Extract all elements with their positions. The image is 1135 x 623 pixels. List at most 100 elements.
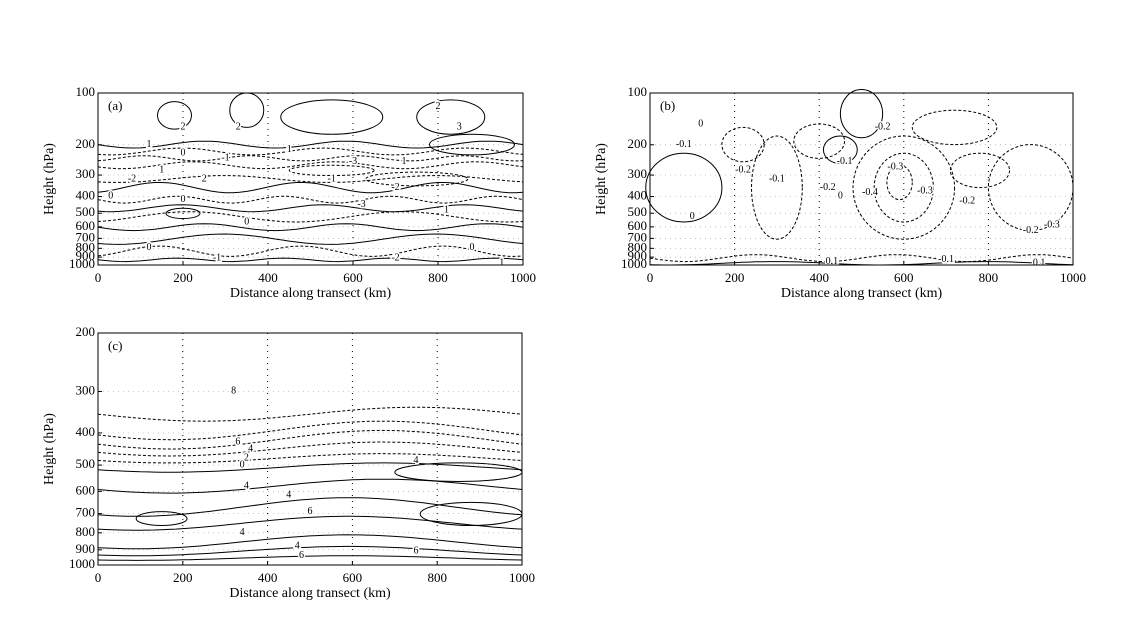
contour-label: 0 [181,194,186,205]
y-tick-label: 400 [76,424,96,439]
y-tick-label: 200 [76,136,96,151]
contour-label: 0 [698,118,703,129]
contour-label: -1 [221,153,229,164]
contour-label: 0 [690,211,695,222]
contour-label: -1 [328,173,336,184]
contour-line [793,123,846,159]
contour-label: 1 [287,144,292,155]
x-tick-label: 1000 [510,270,536,285]
contour-label: -3 [357,199,365,210]
contour-line [852,135,956,240]
contour-line [97,175,524,183]
contour-label: 6 [299,550,304,561]
contour-label: 1 [402,156,407,167]
contour-label: -0.2 [735,165,751,176]
contour-label: 3 [457,122,462,133]
contour-label: -0.1 [769,173,785,184]
contour-line [97,182,524,194]
contour-label: 2 [244,453,249,464]
contour-line [429,133,515,156]
contour-line [645,152,723,223]
y-axis-title: Height (hPa) [42,143,57,215]
x-tick-label: 400 [809,270,829,285]
y-tick-label: 800 [76,239,96,254]
contour-label: -0.3 [887,161,903,172]
contour-label: 1 [499,258,504,269]
x-tick-label: 400 [258,270,278,285]
y-tick-label: 900 [628,248,648,263]
contour-line [280,99,384,135]
x-tick-label: 800 [428,270,448,285]
contour-label: 6 [235,436,240,447]
x-axis-title: Distance along transect (km) [781,286,943,301]
contour-line [97,420,523,441]
contour-label: 1 [147,139,152,150]
x-tick-label: 200 [173,570,193,585]
contour-label: -0.1 [676,139,692,150]
contour-line [365,171,469,187]
contour-line [97,453,523,464]
y-tick-label: 900 [76,541,96,556]
contour-label: 2 [436,101,441,112]
contour-label: 0 [108,190,113,201]
contour-line [97,478,523,494]
contour-line [97,534,523,550]
y-tick-label: 600 [76,482,96,497]
x-tick-label: 400 [258,570,278,585]
contour-label: -2 [391,182,399,193]
x-axis-title: Distance along transect (km) [229,586,391,601]
y-tick-label: 800 [628,239,648,254]
contour-label: 4 [414,455,419,466]
contour-line [416,99,486,135]
contour-label: -1 [213,252,221,263]
contour-line [97,140,524,149]
y-tick-label: 500 [76,204,96,219]
plot-frame [649,92,1074,266]
contour-label: 4 [286,490,291,501]
contour-line [97,147,524,156]
contour-line [649,261,1074,266]
contour-line [911,109,998,146]
contour-label: 1 [444,204,449,215]
y-tick-label: 1000 [621,256,647,271]
y-axis-title: Height (hPa) [42,413,57,485]
contour-line [165,207,201,220]
contour-line [97,155,524,162]
contour-line [97,545,523,557]
panel-label: (a) [108,98,122,113]
contour-line [886,164,913,201]
contour-label: -0.1 [938,254,954,265]
contour-line [157,101,192,130]
contour-label: 6 [308,506,313,517]
y-tick-label: 200 [628,136,648,151]
contour-label: -0.2 [820,182,836,193]
contour-label: 0 [838,190,843,201]
contour-line [649,254,1074,263]
contour-label: 0.1 [1033,258,1046,269]
x-tick-label: 800 [979,270,999,285]
contour-line [97,515,523,531]
y-tick-label: 400 [628,188,648,203]
contour-line [97,429,523,450]
y-tick-label: 500 [76,456,96,471]
contour-line [97,257,524,263]
contour-label: -0.3 [1044,220,1060,231]
contour-line [97,211,524,223]
y-tick-label: 100 [76,84,96,99]
contour-line [97,195,524,204]
y-tick-label: 900 [76,248,96,263]
y-tick-label: 500 [628,204,648,219]
y-tick-label: 700 [76,229,96,244]
contour-label: -2 [128,173,136,184]
contour-line [97,223,524,232]
y-tick-label: 1000 [69,556,95,571]
x-tick-label: 1000 [509,570,535,585]
contour-label: 8 [231,385,236,396]
y-tick-label: 600 [628,218,648,233]
contour-line [97,245,524,257]
plot-frame [97,332,523,566]
y-tick-label: 600 [76,218,96,233]
x-tick-label: 600 [343,570,363,585]
